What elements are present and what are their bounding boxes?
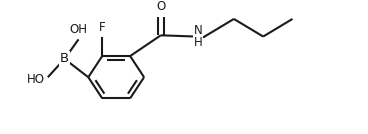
Text: N
H: N H xyxy=(194,24,203,49)
Text: F: F xyxy=(99,21,106,34)
Text: B: B xyxy=(60,52,69,65)
Text: HO: HO xyxy=(27,73,45,86)
Text: OH: OH xyxy=(70,23,88,36)
Text: O: O xyxy=(156,0,166,13)
